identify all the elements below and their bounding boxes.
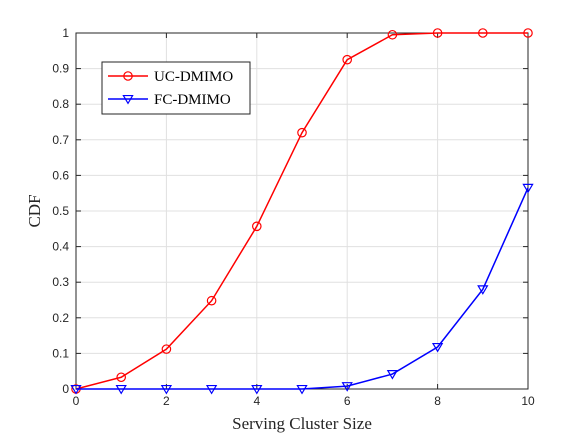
data-point (432, 28, 443, 38)
y-tick-label: 0.6 (52, 168, 69, 182)
y-tick-label: 1 (62, 26, 69, 40)
grid-lines (75, 32, 529, 390)
legend-marker (123, 71, 133, 81)
data-point (341, 382, 353, 392)
data-point (251, 221, 262, 232)
data-series (70, 28, 534, 395)
data-point (161, 344, 172, 354)
y-tick-label: 0.3 (52, 275, 69, 289)
y-tick-label: 0.2 (52, 311, 69, 325)
x-tick-label: 6 (344, 394, 351, 408)
data-point (251, 384, 263, 395)
data-point (206, 295, 217, 306)
series-fc-dmimo (70, 183, 534, 395)
y-tick-label: 0.8 (52, 97, 69, 111)
y-tick-label: 0 (62, 382, 69, 396)
y-tick-label: 0.4 (52, 240, 69, 254)
series-line (76, 187, 529, 390)
data-point (115, 384, 127, 395)
y-tick-label: 0.5 (52, 204, 69, 218)
data-point (431, 342, 444, 353)
data-point (297, 127, 307, 138)
x-tick-label: 2 (163, 394, 170, 408)
x-tick-label: 10 (521, 394, 535, 408)
data-point (160, 384, 173, 395)
data-point (70, 384, 82, 395)
data-point (477, 285, 489, 295)
series-line (75, 32, 528, 390)
x-tick-label: 8 (434, 394, 441, 408)
data-point (116, 372, 126, 383)
legend-box (101, 61, 251, 115)
x-axis-label: Serving Cluster Size (232, 414, 372, 433)
data-point (342, 54, 352, 65)
data-point (523, 28, 533, 38)
y-axis-label: CDF (25, 194, 44, 227)
legend-marker (122, 94, 134, 105)
legend: UC-DMIMO FC-DMIMO (101, 61, 251, 115)
legend-label: UC-DMIMO (154, 69, 233, 85)
data-point (296, 384, 308, 395)
data-point (387, 29, 398, 40)
data-point (522, 183, 534, 194)
axes (75, 32, 529, 390)
data-point (386, 369, 399, 380)
y-tick-label: 0.1 (52, 346, 69, 360)
series-uc-dmimo (71, 28, 533, 394)
data-point (205, 384, 218, 395)
y-tick-label: 0.9 (52, 62, 69, 76)
x-tick-label: 0 (73, 394, 80, 408)
x-tick-label: 4 (253, 394, 260, 408)
legend-label: FC-DMIMO (154, 92, 231, 108)
y-tick-label: 0.7 (52, 133, 69, 147)
data-point (477, 28, 488, 38)
tick-labels: 0 2 4 6 8 10 0 0.1 0.2 0.3 0.4 0.5 0.6 0.7 0.8 0.9 1 (52, 26, 535, 408)
